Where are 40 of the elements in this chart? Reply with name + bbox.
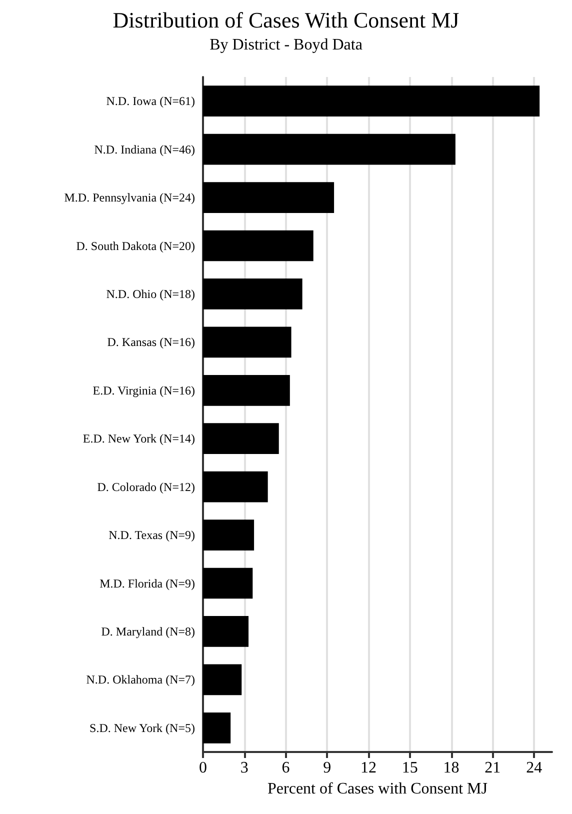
x-tick-label: 21 — [484, 760, 501, 776]
x-tick-label: 0 — [199, 760, 207, 776]
bar — [203, 374, 290, 406]
y-tick-label: M.D. Florida (N=9) — [100, 576, 195, 590]
chart-title: Distribution of Cases With Consent MJ — [112, 8, 460, 32]
x-tick-label: 15 — [402, 760, 418, 776]
y-tick-label: N.D. Indiana (N=46) — [94, 142, 195, 156]
bar — [203, 86, 540, 117]
bar — [203, 664, 242, 696]
bar — [203, 423, 279, 454]
y-tick-label: D. Kansas (N=16) — [107, 335, 196, 350]
bar — [203, 230, 314, 262]
bar — [203, 568, 253, 599]
y-tick-label: E.D. Virginia (N=16) — [92, 383, 195, 398]
x-tick-label: 12 — [360, 760, 377, 776]
y-tick-label: S.D. New York (N=5) — [90, 720, 195, 735]
bar — [203, 712, 231, 744]
x-tick-label: 18 — [443, 760, 460, 776]
y-tick-label: E.D. New York (N=14) — [82, 432, 195, 446]
x-tick-label: 6 — [282, 760, 290, 776]
y-tick-label: M.D. Pennsylvania (N=24) — [64, 190, 195, 205]
bar — [203, 471, 268, 502]
y-tick-label: D. Maryland (N=8) — [101, 624, 195, 638]
y-tick-label: N.D. Texas (N=9) — [108, 528, 195, 542]
x-tick-label: 3 — [240, 760, 248, 776]
x-tick-label: 24 — [526, 760, 542, 776]
y-tick-label: N.D. Oklahoma (N=7) — [86, 672, 195, 687]
chart-subtitle: By District - Boyd Data — [210, 36, 362, 54]
y-tick-label: N.D. Ohio (N=18) — [106, 286, 195, 301]
x-axis-title: Percent of Cases with Consent MJ — [268, 780, 488, 798]
bar — [203, 278, 302, 310]
bar — [203, 616, 249, 647]
bar — [203, 182, 334, 213]
x-tick-label: 9 — [323, 760, 332, 776]
bar — [203, 326, 292, 358]
bar — [203, 134, 456, 165]
y-tick-label: D. Colorado (N=12) — [97, 480, 195, 494]
bar — [203, 520, 254, 550]
y-tick-label: D. South Dakota (N=20) — [76, 238, 195, 253]
y-tick-label: N.D. Iowa (N=61) — [106, 94, 195, 108]
